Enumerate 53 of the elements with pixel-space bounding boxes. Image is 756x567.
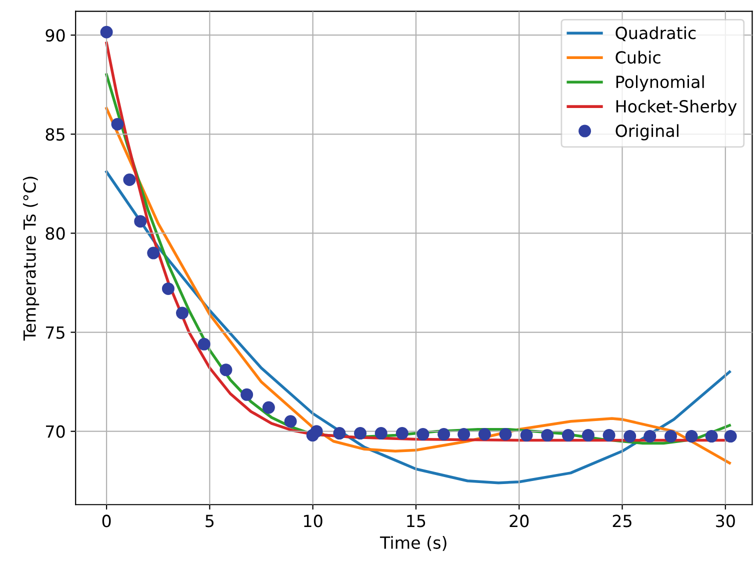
point bbox=[582, 429, 594, 442]
point bbox=[602, 429, 616, 442]
point bbox=[162, 282, 174, 295]
x-tick-label: 25 bbox=[612, 514, 632, 528]
point bbox=[458, 428, 470, 441]
point bbox=[438, 428, 450, 441]
y-tick-label: 80 bbox=[46, 227, 65, 240]
line-series bbox=[105, 170, 731, 484]
legend-label: Quadratic bbox=[616, 26, 696, 42]
point bbox=[220, 364, 232, 376]
x-axis-title: Time (s) bbox=[380, 536, 446, 551]
point bbox=[134, 215, 147, 228]
point bbox=[354, 427, 367, 440]
point bbox=[520, 429, 533, 442]
point bbox=[240, 388, 254, 401]
point bbox=[111, 118, 124, 131]
y-tick-label: 85 bbox=[46, 128, 64, 141]
x-tick-label: 5 bbox=[206, 514, 214, 528]
point bbox=[176, 306, 188, 320]
point bbox=[624, 430, 636, 443]
x-tick-label: 20 bbox=[510, 514, 529, 528]
point bbox=[147, 246, 160, 260]
point bbox=[100, 26, 113, 38]
point bbox=[198, 338, 210, 350]
point bbox=[284, 415, 297, 428]
y-tick-label: 75 bbox=[46, 326, 64, 339]
point bbox=[499, 428, 512, 441]
point bbox=[123, 173, 136, 186]
point bbox=[562, 429, 574, 442]
legend-label: Hocket-Sherby bbox=[616, 100, 737, 116]
point bbox=[310, 425, 323, 438]
point bbox=[705, 430, 718, 443]
point bbox=[333, 427, 346, 440]
x-tick-label: 0 bbox=[102, 514, 111, 528]
point bbox=[478, 428, 491, 441]
x-tick-label: 30 bbox=[716, 514, 735, 528]
legend-label: Polynomial bbox=[616, 75, 704, 92]
point bbox=[664, 430, 677, 443]
y-tick-label: 90 bbox=[46, 29, 65, 42]
point bbox=[262, 401, 275, 414]
y-axis-title: Temperature Ts (°C) bbox=[23, 176, 40, 341]
point bbox=[724, 430, 737, 443]
x-tick-label: 10 bbox=[304, 514, 322, 528]
point bbox=[644, 430, 656, 443]
point bbox=[374, 427, 388, 440]
x-tick-label: 15 bbox=[407, 514, 426, 528]
point bbox=[685, 430, 698, 443]
legend-label: Original bbox=[616, 124, 678, 140]
legend-label: Cubic bbox=[616, 50, 660, 64]
point bbox=[541, 429, 554, 442]
point bbox=[396, 427, 408, 440]
y-tick-label: 70 bbox=[46, 425, 65, 438]
point bbox=[416, 428, 430, 441]
